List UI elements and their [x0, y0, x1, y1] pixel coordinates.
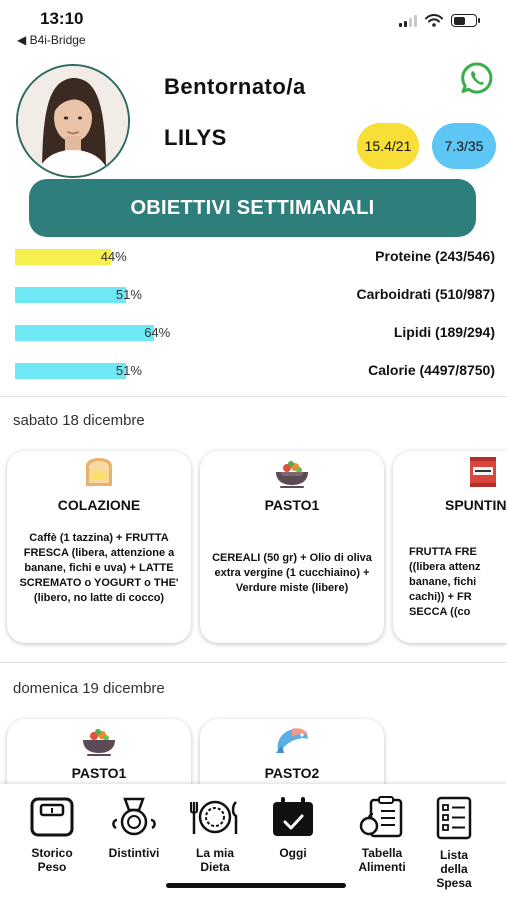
- whatsapp-icon[interactable]: [459, 60, 495, 96]
- bottom-navigation: Storico Peso Distintivi La mia Dieta Ogg…: [0, 784, 507, 900]
- progress-label: Calorie (4497/8750): [368, 362, 495, 378]
- progress-label: Proteine (243/546): [375, 248, 495, 264]
- checklist-icon: [436, 796, 472, 840]
- nav-label: Tabella Alimenti: [358, 846, 406, 874]
- section-divider: [0, 662, 507, 663]
- meal-title: PASTO1: [71, 765, 127, 781]
- status-icons: [399, 14, 480, 27]
- meal-description: Caffè (1 tazzina) + FRUTTA FRESCA (liber…: [19, 532, 179, 604]
- progress-row-proteine: 44% Proteine (243/546): [15, 248, 495, 266]
- greeting-text: Bentornato/a: [164, 74, 306, 99]
- status-bar: 13:10 ◀ B4i-Bridge: [0, 0, 507, 50]
- progress-fill: [15, 363, 126, 379]
- nav-label: Distintivi: [108, 846, 160, 860]
- progress-fill: [15, 249, 111, 265]
- progress-fill: [15, 325, 155, 341]
- meal-card-pasto1[interactable]: PASTO1 CEREALI (50 gr) + Olio di oliva e…: [200, 451, 384, 643]
- status-time: 13:10: [40, 9, 84, 28]
- back-to-app-link[interactable]: ◀ B4i-Bridge: [17, 33, 86, 47]
- progress-bar: [15, 362, 165, 380]
- salad-bowl-icon: [200, 455, 384, 489]
- username-text: LILYS: [164, 125, 227, 150]
- meal-title: PASTO2: [264, 765, 320, 781]
- progress-fill: [15, 287, 126, 303]
- meal-description: CEREALI (50 gr) + Olio di oliva extra ve…: [212, 552, 372, 594]
- clipboard-icon: [359, 796, 403, 838]
- progress-row-lipidi: 64% Lipidi (189/294): [15, 324, 495, 342]
- meal-title: COLAZIONE: [57, 497, 141, 513]
- nav-distintivi[interactable]: Distintivi: [99, 796, 169, 860]
- meal-card-colazione[interactable]: COLAZIONE Caffè (1 tazzina) + FRUTTA FRE…: [7, 451, 191, 643]
- meal-description: FRUTTA FRE ((libera attenz banane, fichi…: [409, 546, 481, 618]
- nav-storico-peso[interactable]: Storico Peso: [17, 796, 87, 874]
- calendar-check-icon: [273, 797, 313, 836]
- progress-percent: 51%: [115, 363, 142, 378]
- nav-label: Oggi: [279, 846, 307, 860]
- wifi-icon: [425, 14, 443, 27]
- meal-title: SPUNTIN: [445, 497, 507, 513]
- salad-bowl-icon: [7, 723, 191, 757]
- profile-photo: [18, 66, 128, 176]
- meal-card-spuntino[interactable]: SPUNTIN FRUTTA FRE ((libera attenz banan…: [393, 451, 507, 643]
- nav-oggi[interactable]: Oggi: [258, 796, 328, 860]
- profile-avatar[interactable]: [16, 64, 130, 178]
- progress-label: Lipidi (189/294): [393, 324, 495, 340]
- nav-label: Storico Peso: [31, 846, 73, 874]
- progress-row-carboidrati: 51% Carboidrati (510/987): [15, 286, 495, 304]
- nav-lista-della-spesa[interactable]: Lista della Spesa: [419, 796, 489, 890]
- battery-icon: [451, 14, 480, 27]
- nav-label: La mia Dieta: [195, 846, 234, 874]
- scale-icon: [30, 797, 74, 837]
- badge-icon: [112, 797, 156, 836]
- day-label-saturday: sabato 18 dicembre: [13, 412, 145, 429]
- snack-bag-icon: [393, 455, 507, 489]
- progress-percent: 44%: [100, 249, 127, 264]
- progress-bar: [15, 324, 165, 342]
- plate-icon: [190, 800, 238, 834]
- progress-row-calorie: 51% Calorie (4497/8750): [15, 362, 495, 380]
- progress-percent: 51%: [115, 287, 142, 302]
- daily-score-badge[interactable]: 15.4/21: [357, 123, 419, 169]
- nav-label: Lista della Spesa: [436, 848, 472, 890]
- weekly-goals-button[interactable]: OBIETTIVI SETTIMANALI: [29, 179, 476, 237]
- section-divider: [0, 396, 507, 397]
- progress-bar: [15, 286, 165, 304]
- nav-tabella-alimenti[interactable]: Tabella Alimenti: [347, 796, 417, 874]
- weekly-score-badge[interactable]: 7.3/35: [432, 123, 496, 169]
- progress-label: Carboidrati (510/987): [356, 286, 496, 302]
- day-label-sunday: domenica 19 dicembre: [13, 680, 165, 697]
- cellular-signal-icon: [399, 14, 417, 27]
- meal-title: PASTO1: [264, 497, 320, 513]
- toast-icon: [7, 455, 191, 489]
- home-indicator: [166, 883, 346, 888]
- progress-bar: [15, 248, 165, 266]
- nav-la-mia-dieta[interactable]: La mia Dieta: [180, 796, 250, 874]
- progress-percent: 64%: [144, 325, 171, 340]
- fish-icon: [200, 723, 384, 757]
